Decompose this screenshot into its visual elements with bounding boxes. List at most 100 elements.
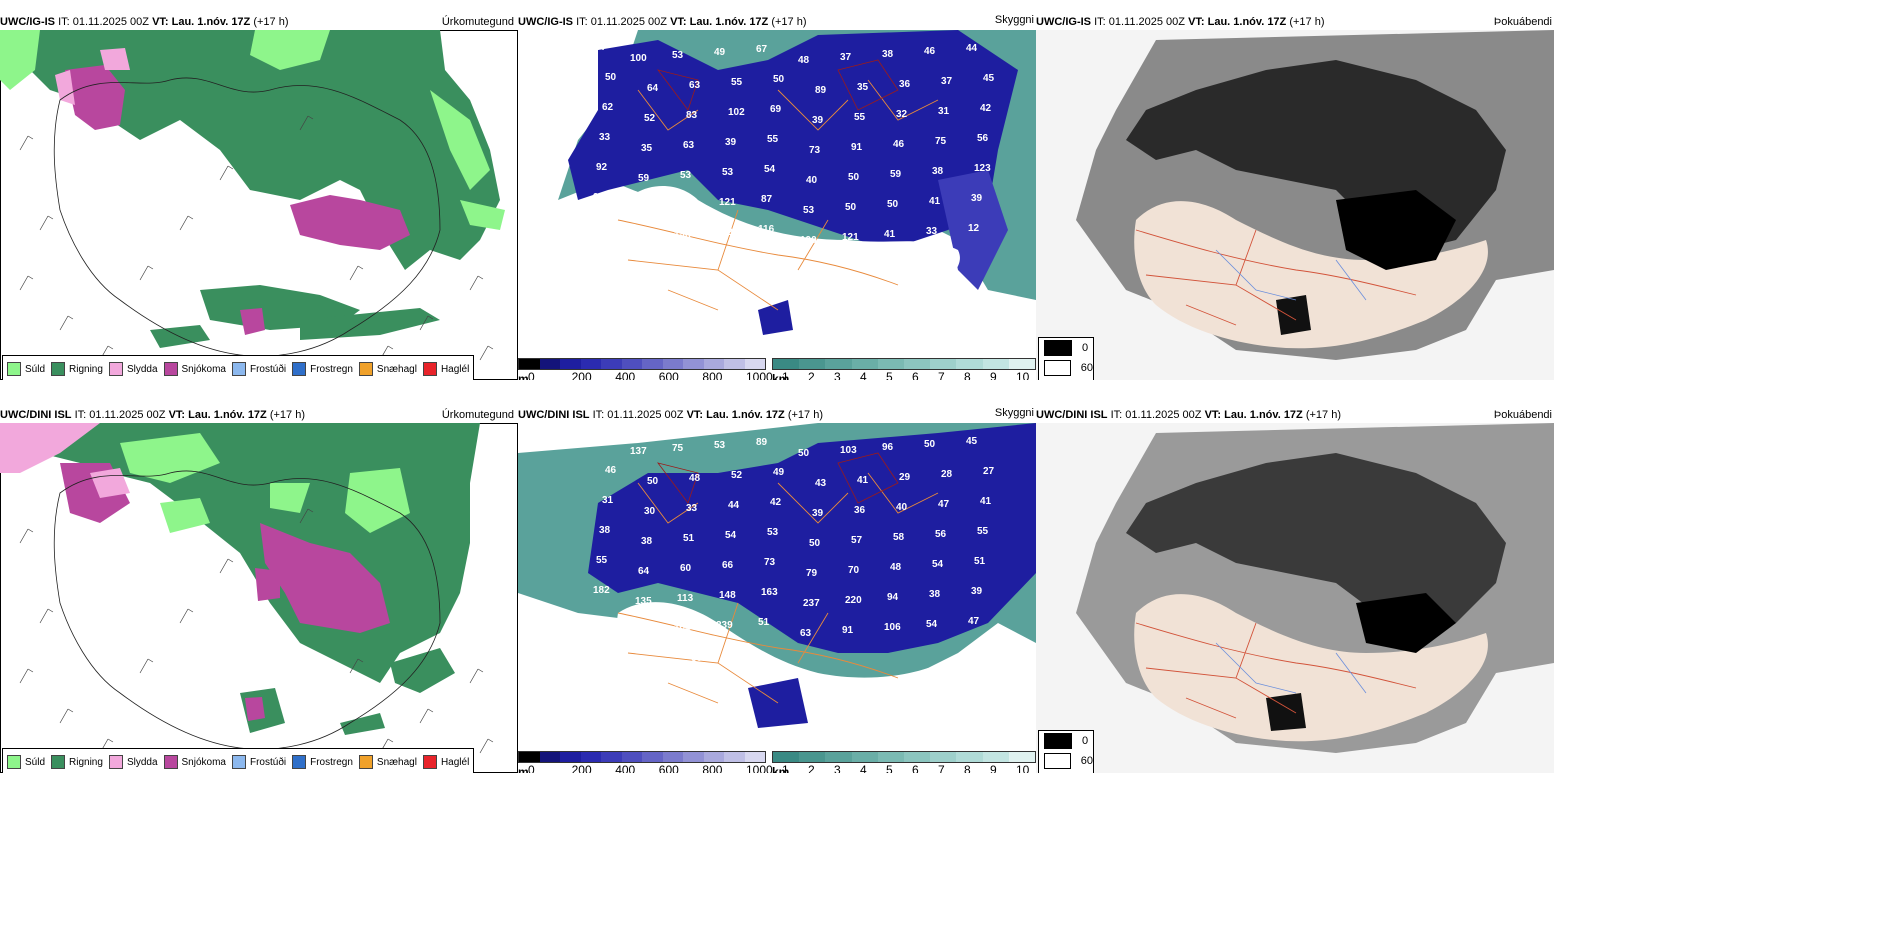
cloud-base-colorbar: 0 200 400 600 800 1000 m [518,751,773,773]
cloud-base-label: 103 [840,445,857,456]
legend-swatch [292,755,307,769]
colorbar-tick: 8 [964,763,971,773]
colorbar-swatch [773,359,800,369]
colorbar-swatch [851,359,878,369]
legend-item: Frostúði [231,755,286,769]
mid-cloud-area [938,170,1008,290]
cloud-base-label: 54 [725,530,737,541]
colorbar-swatches [772,751,1036,763]
vt-label: VT: [670,16,687,28]
cloud-base-label: 50 [773,74,785,85]
cloud-base-label: 33 [686,503,698,514]
cloud-base-label: 137 [630,446,647,457]
cloud-base-label: 35 [641,143,653,154]
cloud-base-label: 116 [758,224,775,235]
colorbar-tick: 8 [964,370,971,380]
vt-label: VT: [152,16,169,28]
cloud-base-label: 39 [812,508,824,519]
colorbar-tick: 6 [912,763,919,773]
cloud-base-label: 123 [974,163,991,174]
cloud-base-label: 48 [890,562,902,573]
colorbar-swatch [799,752,826,762]
cloud-base-label: 148 [719,590,736,601]
legend-label: Frostregn [310,756,353,768]
cloud-base-label: 57 [851,535,863,546]
cloud-base-label: 44 [728,500,740,511]
panel-title: Úrkomutegund [441,409,514,421]
dark-fog-area [1336,190,1456,270]
cloud-base-label: 50 [809,538,821,549]
lead-time: (+17 h) [787,409,824,421]
snow-area [60,463,390,721]
cloud-base-label: 49 [607,645,619,656]
vt-value: Lau. 1.nóv. 17Z [1224,409,1303,421]
cloud-base-label: 36 [854,505,866,516]
fog-legend-row: 0 [1039,731,1093,751]
cloud-base-label: 37 [941,76,953,87]
panel-header: UWC/IG-IS IT: 01.11.2025 00Z VT: Lau. 1.… [1036,14,1325,30]
cloud-base-labels: 155 137 75 53 89 50 103 96 50 45 46 50 48 52 49 43 41 29 2… [588,435,995,667]
legend-swatch [231,755,246,769]
colorbar-tick: 3 [834,763,841,773]
colorbar-swatch [621,752,642,762]
colorbar-swatch [580,359,601,369]
colorbar-swatch [956,752,983,762]
cloud-base-label: 64 [647,83,659,94]
cloud-base-label: 148 [674,230,691,241]
colorbar-swatch [580,752,601,762]
legend-swatch [231,362,246,376]
cloud-base-label: 35 [857,82,869,93]
it-label: IT: [592,409,605,421]
dark-fog-area [1266,693,1306,731]
model-name: UWC/DINI ISL [1036,409,1108,421]
legend-label: Snjókoma [181,756,226,768]
legend-item: Frostregn [292,755,353,769]
legend-label: Rigning [69,756,103,768]
snow-area [65,65,410,335]
coastline [53,77,441,357]
colorbar-swatch [904,359,931,369]
colorbar-tick: 10 [1016,370,1030,380]
colorbar-swatch [662,359,683,369]
cloud-base-label: 135 [635,596,652,607]
colorbar-tick: 400 [615,763,636,773]
glacier-outlines [657,59,899,111]
colorbar-tick: 600 [658,763,679,773]
legend-swatch [358,362,373,376]
colorbar-unit: km [772,765,790,773]
cloud-base-label: 168 [632,233,649,244]
iceland-land [616,186,960,337]
visibility-colorbar: 1 2 3 4 5 6 7 8 9 10 km [772,751,1036,773]
colorbar-swatch [982,752,1009,762]
cloud-base-label: 51 [683,533,695,544]
colorbar-swatches [518,358,766,370]
colorbar-tick: 800 [702,763,723,773]
cloud-base-label: 73 [764,557,776,568]
colorbar-tick: 5 [886,370,893,380]
colorbar-tick: 200 [571,763,592,773]
fog-legend: 0 60 [1038,730,1094,773]
legend-label: Rigning [69,363,103,375]
colorbar-tick: 0 [528,763,535,773]
cloud-base-label: 100 [630,53,647,64]
wind-barbs [19,508,494,754]
it-label: IT: [1110,409,1123,421]
cloud-base-label: 38 [641,536,653,547]
cloud-base-label: 47 [938,499,950,510]
cloud-base-map: 155 137 75 53 89 50 103 96 50 45 46 50 48 52 49 43 41 29 2… [518,423,1036,733]
it-label: IT: [74,409,87,421]
vt-value: Lau. 1.nóv. 17Z [689,16,769,28]
legend-label: Snæhagl [376,363,417,375]
vt-value: Lau. 1.nóv. 17Z [188,409,267,421]
colorbar-swatch [539,752,560,762]
precip-legend: Súld Rigning Slydda Snjókoma Frostúði Frostre… [2,355,475,380]
visibility-colorbar: 1 2 3 4 5 6 7 8 9 10 km [772,358,1036,380]
dark-fog-area [1356,593,1456,653]
cloud-base-label: 27 [983,466,995,477]
colorbar-tick: 600 [658,370,679,380]
cloud-base-label: 28 [941,469,953,480]
cloud-base-label: 121 [842,232,859,243]
legend-swatch [163,362,178,376]
colorbar-swatch [560,752,581,762]
lead-time: (+17 h) [771,16,807,28]
